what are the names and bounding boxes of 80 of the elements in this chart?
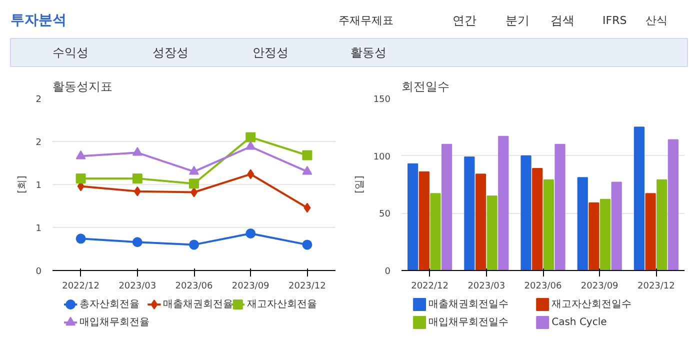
y-tick-label: 50 xyxy=(379,210,391,220)
y-axis-title: [회] xyxy=(16,176,28,194)
bar xyxy=(520,155,532,270)
text: 수익성 xyxy=(52,46,88,60)
point xyxy=(304,202,311,213)
legend-label: 매입채무회전일수 xyxy=(428,317,509,328)
legend-label: Cash Cycle xyxy=(552,317,607,328)
bar xyxy=(600,198,611,270)
point xyxy=(134,186,141,196)
bar xyxy=(486,195,498,270)
y-tick-label: 0 xyxy=(384,267,391,277)
y-tick-label: 1 xyxy=(36,224,42,234)
point xyxy=(189,178,199,189)
point xyxy=(246,228,256,239)
point xyxy=(189,166,199,175)
bar xyxy=(611,182,622,270)
bar xyxy=(430,193,441,270)
bar xyxy=(498,136,509,270)
bar xyxy=(656,179,668,270)
point xyxy=(246,132,256,142)
bar xyxy=(554,144,566,270)
x-tick-label: 2023/12 xyxy=(638,282,675,292)
point xyxy=(246,140,256,150)
bar xyxy=(577,177,588,270)
x-tick-label: 2023/03 xyxy=(118,282,156,292)
bar xyxy=(634,126,645,270)
legend-label: 재고자산회전일수 xyxy=(552,299,632,310)
point xyxy=(132,237,142,248)
text: 주재무제표 xyxy=(338,14,394,27)
y-tick-label: 150 xyxy=(373,95,391,105)
legend-label: 매입채무회전율 xyxy=(80,317,150,328)
bar xyxy=(408,163,418,270)
bar xyxy=(418,171,430,270)
text: 산식 xyxy=(646,14,668,27)
x-tick-label: 2022/12 xyxy=(62,282,100,292)
text: 분기 xyxy=(506,14,530,28)
bar xyxy=(475,174,486,270)
x-tick-label: 2023/03 xyxy=(468,282,506,292)
bar xyxy=(645,193,656,270)
text: IFRS xyxy=(602,14,627,27)
y-tick-label: 1 xyxy=(36,181,42,191)
point xyxy=(132,173,142,184)
x-tick-label: 2023/12 xyxy=(288,282,326,292)
point xyxy=(76,150,86,160)
point xyxy=(302,166,312,175)
text: 성장성 xyxy=(152,46,188,60)
x-tick-label: 2023/06 xyxy=(524,282,562,292)
x-tick-label: 2023/09 xyxy=(232,282,270,292)
y-tick-label: 100 xyxy=(373,152,391,162)
text: 투자분석 xyxy=(10,12,66,28)
chart-title: 활동성지표 xyxy=(52,80,112,94)
bar xyxy=(441,144,452,270)
point xyxy=(132,146,142,156)
bar xyxy=(668,139,678,270)
bar xyxy=(464,156,475,270)
point xyxy=(302,150,312,160)
legend-label: 매출채권회전일수 xyxy=(428,299,509,310)
point xyxy=(302,240,312,250)
bar xyxy=(588,202,600,270)
y-tick-label: 2 xyxy=(36,138,42,148)
point xyxy=(189,240,199,250)
text: 검색 xyxy=(550,14,574,28)
bar xyxy=(532,168,543,270)
text: 활동성 xyxy=(350,46,386,60)
text: 안정성 xyxy=(252,46,288,60)
point xyxy=(76,234,86,244)
point xyxy=(76,173,86,184)
x-tick-label: 2023/06 xyxy=(175,282,213,292)
y-tick-label: 2 xyxy=(36,95,42,105)
point xyxy=(247,169,254,180)
legend-label: 매출채권회전율 xyxy=(163,299,234,310)
y-axis-title: [일] xyxy=(354,176,366,194)
x-tick-label: 2023/09 xyxy=(580,282,619,292)
chart-title: 회전일수 xyxy=(402,80,450,94)
legend-label: 총자산회전율 xyxy=(80,299,140,310)
y-tick-label: 0 xyxy=(36,267,42,277)
bar xyxy=(543,179,554,270)
x-tick-label: 2022/12 xyxy=(411,282,448,292)
text: 연간 xyxy=(452,14,476,28)
legend-label: 재고자산회전율 xyxy=(246,299,317,310)
